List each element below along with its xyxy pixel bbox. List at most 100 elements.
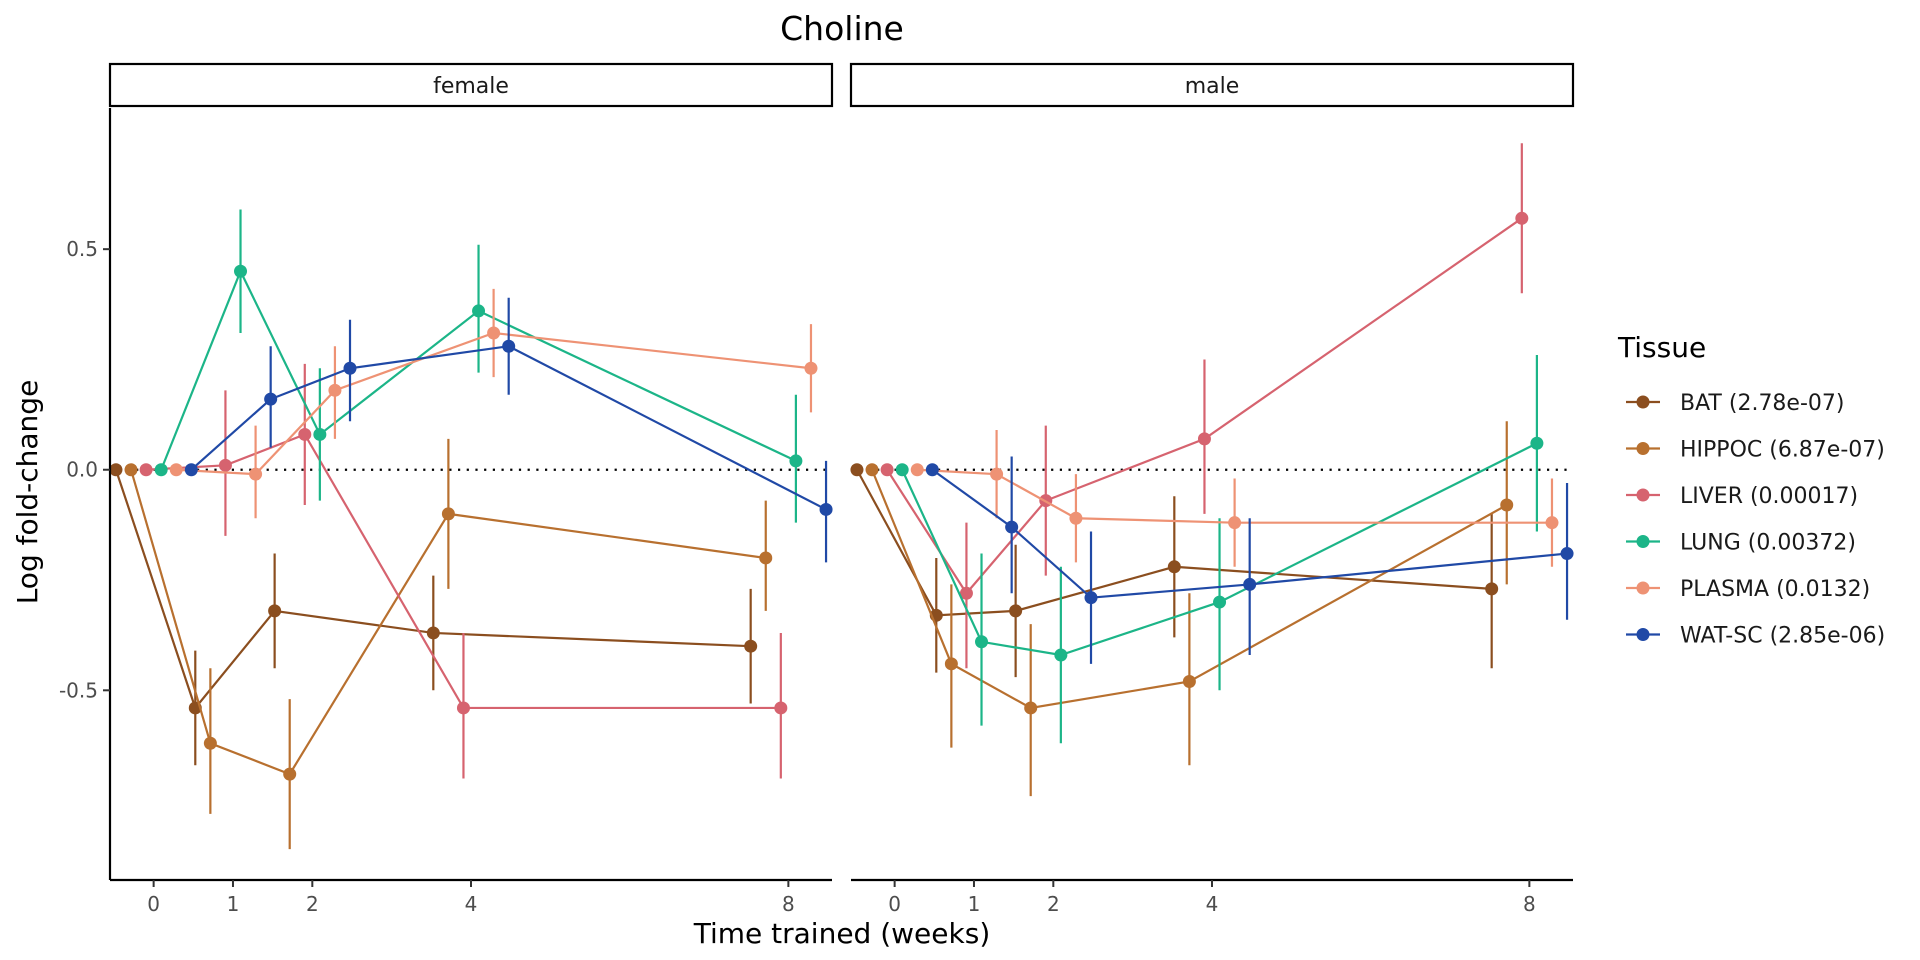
legend-title: Tissue [1617, 331, 1706, 364]
legend-key-point [1636, 488, 1650, 502]
y-axis-title: Log fold-change [11, 380, 44, 605]
series-lung-male [895, 355, 1544, 744]
data-point [1545, 516, 1559, 530]
data-point [154, 463, 168, 477]
strip-label-male: male [1185, 74, 1240, 99]
x-tick-label: 0 [888, 892, 901, 916]
series-plasma-male [910, 430, 1559, 567]
legend-item-plasma: PLASMA (0.0132) [1626, 577, 1870, 602]
x-tick-label: 1 [227, 892, 240, 916]
y-tick-label: -0.5 [59, 678, 98, 702]
data-point [124, 463, 138, 477]
data-point [1197, 432, 1211, 446]
series-hippoc-male [865, 421, 1514, 797]
strip-male [849, 62, 1575, 108]
data-point [426, 626, 440, 640]
data-point [1243, 577, 1257, 591]
chart-title: Choline [780, 9, 904, 48]
legend-key-point [1636, 628, 1650, 641]
data-point [990, 467, 1004, 481]
legend-key-point [1636, 581, 1650, 595]
data-point [789, 454, 803, 468]
data-point [1530, 436, 1544, 450]
legend-label: LIVER (0.00017) [1680, 484, 1858, 509]
data-point [343, 361, 357, 375]
data-point [1084, 591, 1098, 605]
data-point [744, 639, 758, 653]
data-point [218, 458, 232, 472]
data-point [880, 463, 894, 477]
y-axis: 0.5 0.0 -0.5 [59, 237, 110, 702]
data-point [298, 427, 312, 441]
data-point [139, 463, 153, 477]
data-point [456, 701, 470, 715]
x-tick-label: 2 [306, 892, 319, 916]
x-tick-label: 1 [968, 892, 981, 916]
panels-layer: 0 1 2 4 8 0 1 2 4 8 [108, 108, 1574, 916]
legend-item-lung: LUNG (0.00372) [1626, 531, 1856, 556]
legend-item-wat-sc: WAT-SC (2.85e-06) [1626, 624, 1885, 649]
data-point [283, 767, 297, 781]
x-tick-label: 2 [1047, 892, 1060, 916]
legend-label: LUNG (0.00372) [1680, 531, 1856, 556]
legend-label: WAT-SC (2.85e-06) [1680, 624, 1885, 649]
data-point [1009, 604, 1023, 618]
data-point [1515, 211, 1529, 225]
data-point [264, 392, 278, 406]
series-bat-male [850, 463, 1499, 678]
data-point [1054, 648, 1068, 662]
data-point [234, 264, 248, 278]
data-point [109, 463, 123, 477]
legend-key-point [1636, 395, 1650, 409]
x-tick-label: 4 [465, 892, 478, 916]
data-point [1560, 547, 1574, 561]
x-tick-label: 0 [147, 892, 160, 916]
legend-key-point [1636, 535, 1650, 548]
data-point [184, 463, 198, 477]
strip-label-female: female [433, 74, 509, 99]
data-point [1213, 595, 1227, 609]
legend-item-hippoc: HIPPOC (6.87e-07) [1626, 438, 1885, 463]
data-point [865, 463, 879, 477]
data-point [804, 361, 818, 375]
panel-male: 0 1 2 4 8 [850, 143, 1574, 916]
data-point [959, 586, 973, 600]
data-point [249, 467, 263, 481]
series-liver-male [880, 143, 1529, 669]
x-axis-title: Time trained (weeks) [693, 917, 991, 950]
data-point [502, 339, 516, 353]
x-tick-label: 8 [782, 892, 795, 916]
data-point [925, 463, 939, 477]
data-point [203, 736, 217, 750]
data-point [441, 507, 455, 521]
data-point [268, 604, 282, 618]
data-point [895, 463, 909, 477]
legend-label: PLASMA (0.0132) [1680, 577, 1870, 602]
data-point [328, 383, 342, 397]
legend-label: BAT (2.78e-07) [1680, 391, 1844, 416]
legend-item-liver: LIVER (0.00017) [1626, 484, 1858, 509]
data-point [1069, 511, 1083, 525]
series-plasma-female [169, 288, 818, 519]
data-point [487, 326, 501, 340]
series-lung-female [154, 209, 803, 523]
data-point [944, 657, 958, 671]
data-point [975, 635, 989, 649]
x-tick-label: 4 [1206, 892, 1219, 916]
strip-female [108, 62, 834, 108]
data-point [1500, 498, 1514, 512]
legend-item-bat: BAT (2.78e-07) [1626, 391, 1844, 416]
data-point [774, 701, 788, 715]
y-tick-label: 0.0 [66, 458, 98, 482]
series-wat-sc-male [925, 456, 1574, 664]
legend-key-point [1636, 442, 1650, 455]
data-point [313, 427, 327, 441]
panel-female: 0 1 2 4 8 [108, 108, 833, 916]
data-point [1024, 701, 1038, 715]
data-point [169, 463, 183, 477]
data-point [1228, 516, 1242, 530]
legend-label: HIPPOC (6.87e-07) [1680, 438, 1885, 463]
data-point [759, 551, 773, 565]
series-liver-female [139, 363, 788, 779]
